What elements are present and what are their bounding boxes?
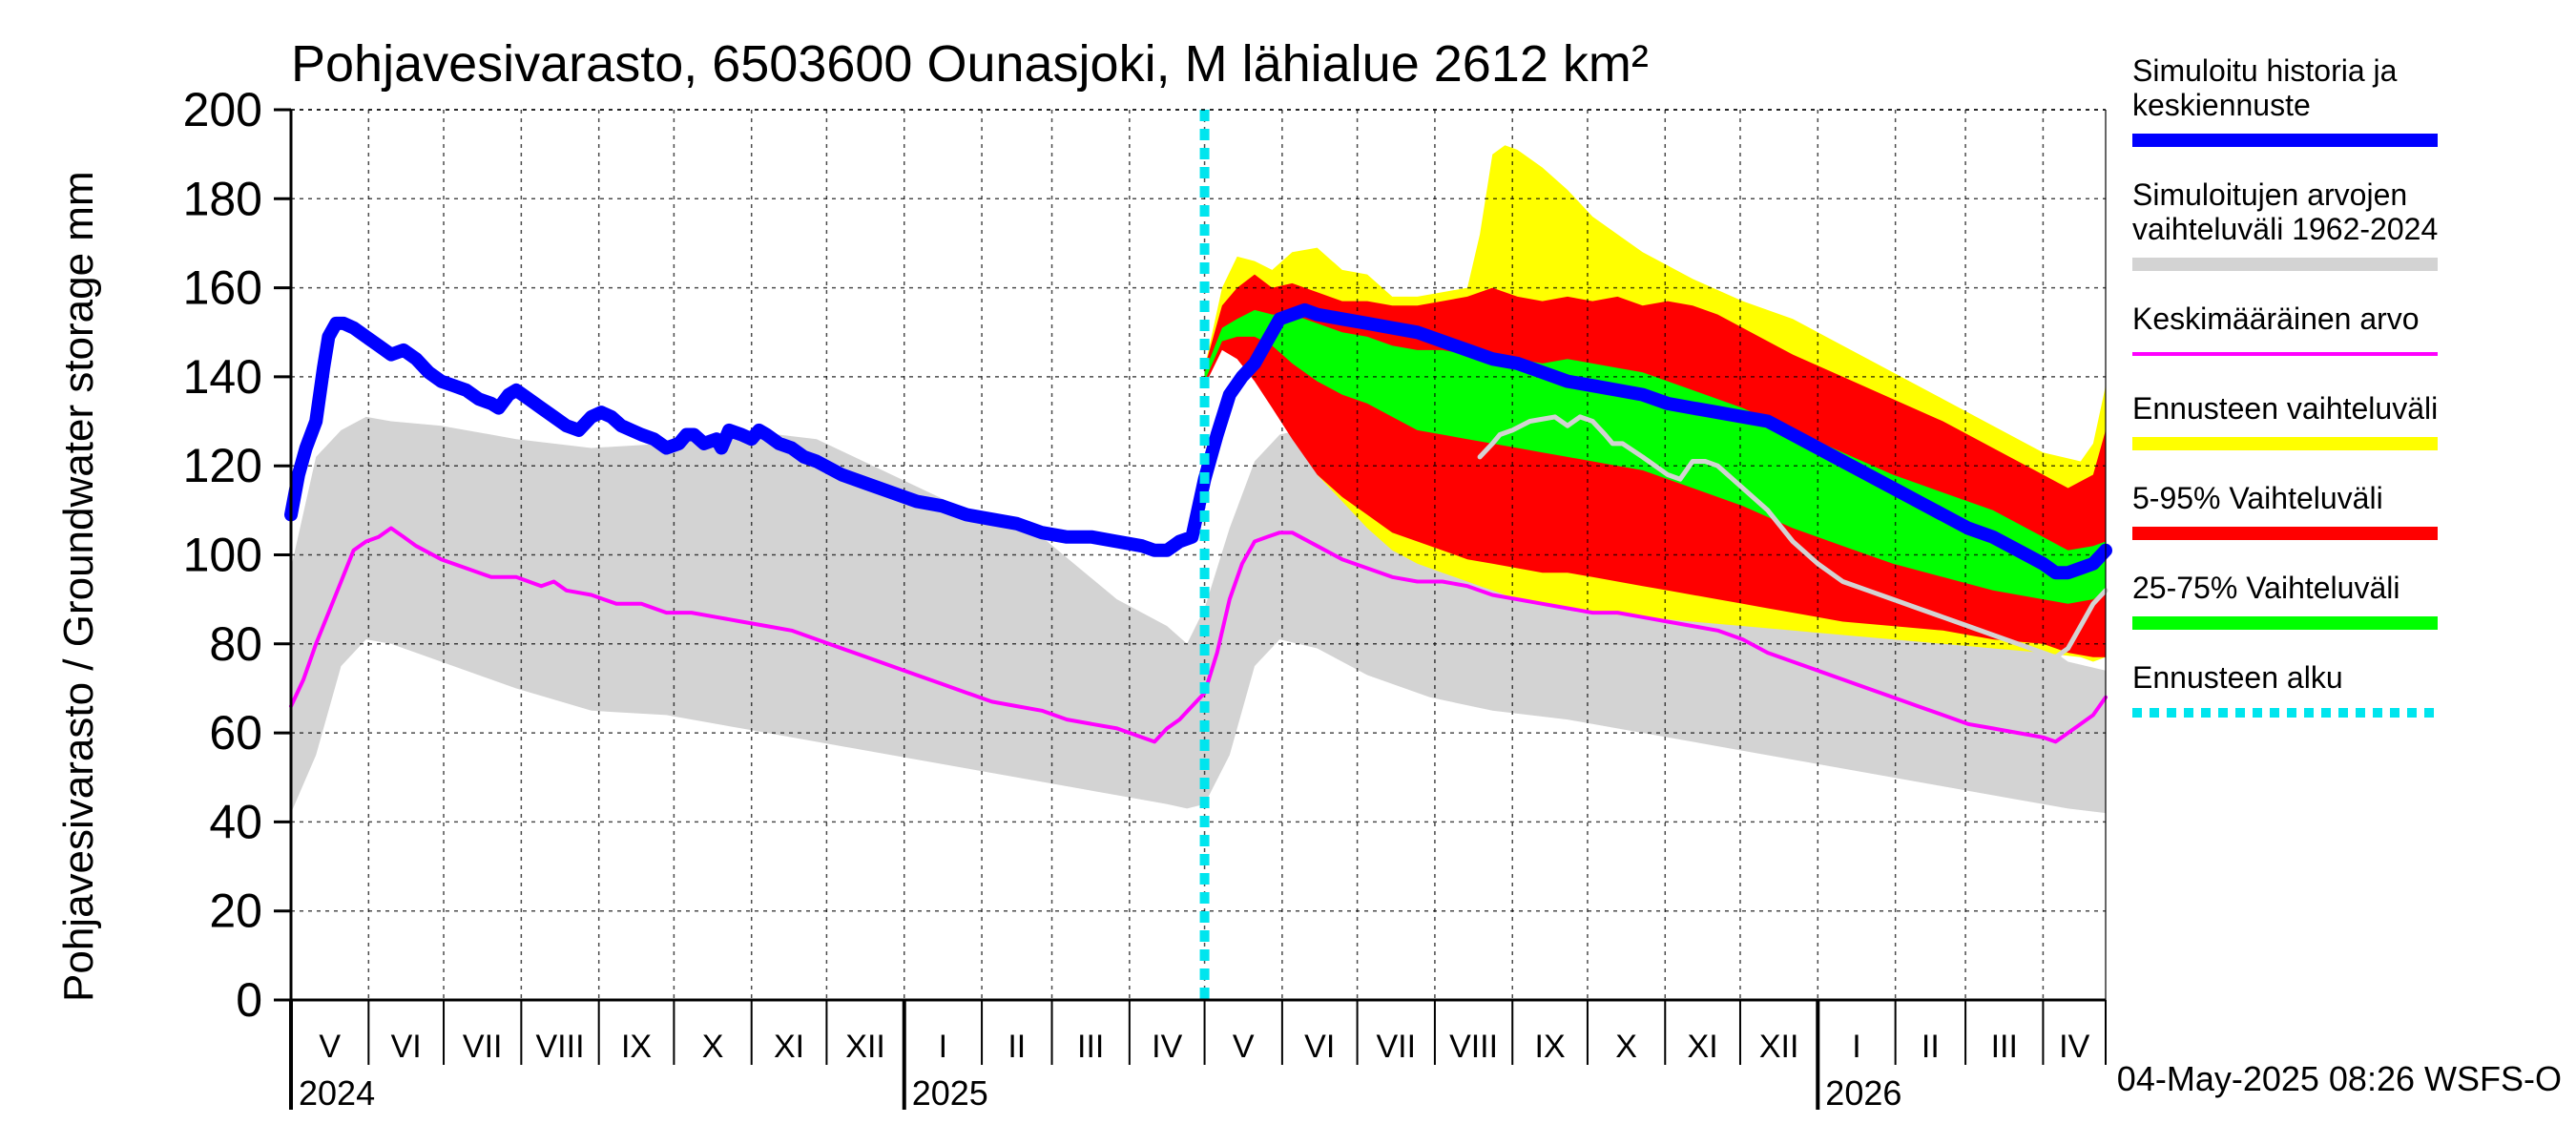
y-tick-label-0: 0 (236, 973, 262, 1027)
legend-label-3-0: Ennusteen vaihteluväli (2132, 391, 2438, 426)
y-tick-label-7: 140 (183, 350, 262, 404)
legend-label-6-0: Ennusteen alku (2132, 660, 2343, 695)
month-label-20: I (1852, 1029, 1860, 1065)
legend-label-0-1: keskiennuste (2132, 88, 2311, 122)
month-label-8: I (939, 1029, 947, 1065)
month-label-1: VI (391, 1029, 422, 1065)
month-label-9: II (1008, 1029, 1026, 1065)
year-label-1: 2025 (912, 1073, 988, 1113)
month-label-11: IV (1152, 1029, 1182, 1065)
year-label-0: 2024 (299, 1073, 375, 1113)
y-tick-label-9: 180 (183, 172, 262, 225)
month-label-7: XII (845, 1029, 885, 1065)
y-tick-label-3: 60 (209, 706, 262, 760)
year-label-2: 2026 (1825, 1073, 1901, 1113)
y-tick-label-6: 120 (183, 439, 262, 492)
month-label-14: VII (1376, 1029, 1416, 1065)
month-label-21: II (1922, 1029, 1940, 1065)
month-label-5: X (702, 1029, 724, 1065)
month-label-3: VIII (536, 1029, 585, 1065)
month-label-13: VI (1304, 1029, 1335, 1065)
month-label-6: XI (774, 1029, 804, 1065)
month-label-12: V (1233, 1029, 1255, 1065)
month-label-23: IV (2059, 1029, 2089, 1065)
month-label-2: VII (463, 1029, 503, 1065)
legend-label-2-0: Keskimääräinen arvo (2132, 302, 2420, 336)
month-label-18: XI (1688, 1029, 1718, 1065)
chart-title: Pohjavesivarasto, 6503600 Ounasjoki, M l… (291, 35, 1649, 93)
y-axis-label: Pohjavesivarasto / Groundwater storage m… (55, 171, 102, 1002)
legend-label-0-0: Simuloitu historia ja (2132, 53, 2398, 88)
month-label-16: IX (1535, 1029, 1566, 1065)
y-tick-label-8: 160 (183, 261, 262, 315)
month-label-0: V (319, 1029, 341, 1065)
legend-label-1-0: Simuloitujen arvojen (2132, 177, 2407, 212)
timestamp-footer: 04-May-2025 08:26 WSFS-O (2117, 1059, 2562, 1098)
month-label-15: VIII (1449, 1029, 1498, 1065)
month-label-10: III (1077, 1029, 1104, 1065)
y-tick-label-2: 40 (209, 795, 262, 848)
month-label-17: X (1615, 1029, 1637, 1065)
groundwater-chart: Pohjavesivarasto, 6503600 Ounasjoki, M l… (0, 0, 2576, 1145)
y-tick-label-1: 20 (209, 885, 262, 938)
y-tick-label-5: 100 (183, 529, 262, 582)
legend-label-5-0: 25-75% Vaihteluväli (2132, 571, 2399, 605)
legend-label-4-0: 5-95% Vaihteluväli (2132, 481, 2383, 515)
month-label-22: III (1991, 1029, 2018, 1065)
legend-label-1-1: vaihteluväli 1962-2024 (2132, 212, 2438, 246)
month-label-19: XII (1759, 1029, 1799, 1065)
month-label-4: IX (621, 1029, 652, 1065)
y-tick-label-10: 200 (183, 83, 262, 136)
y-tick-label-4: 80 (209, 617, 262, 671)
